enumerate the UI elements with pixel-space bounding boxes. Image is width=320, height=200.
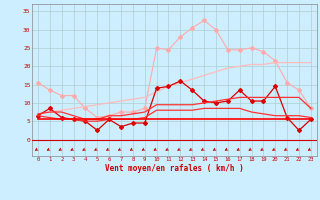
X-axis label: Vent moyen/en rafales ( km/h ): Vent moyen/en rafales ( km/h ) <box>105 164 244 173</box>
